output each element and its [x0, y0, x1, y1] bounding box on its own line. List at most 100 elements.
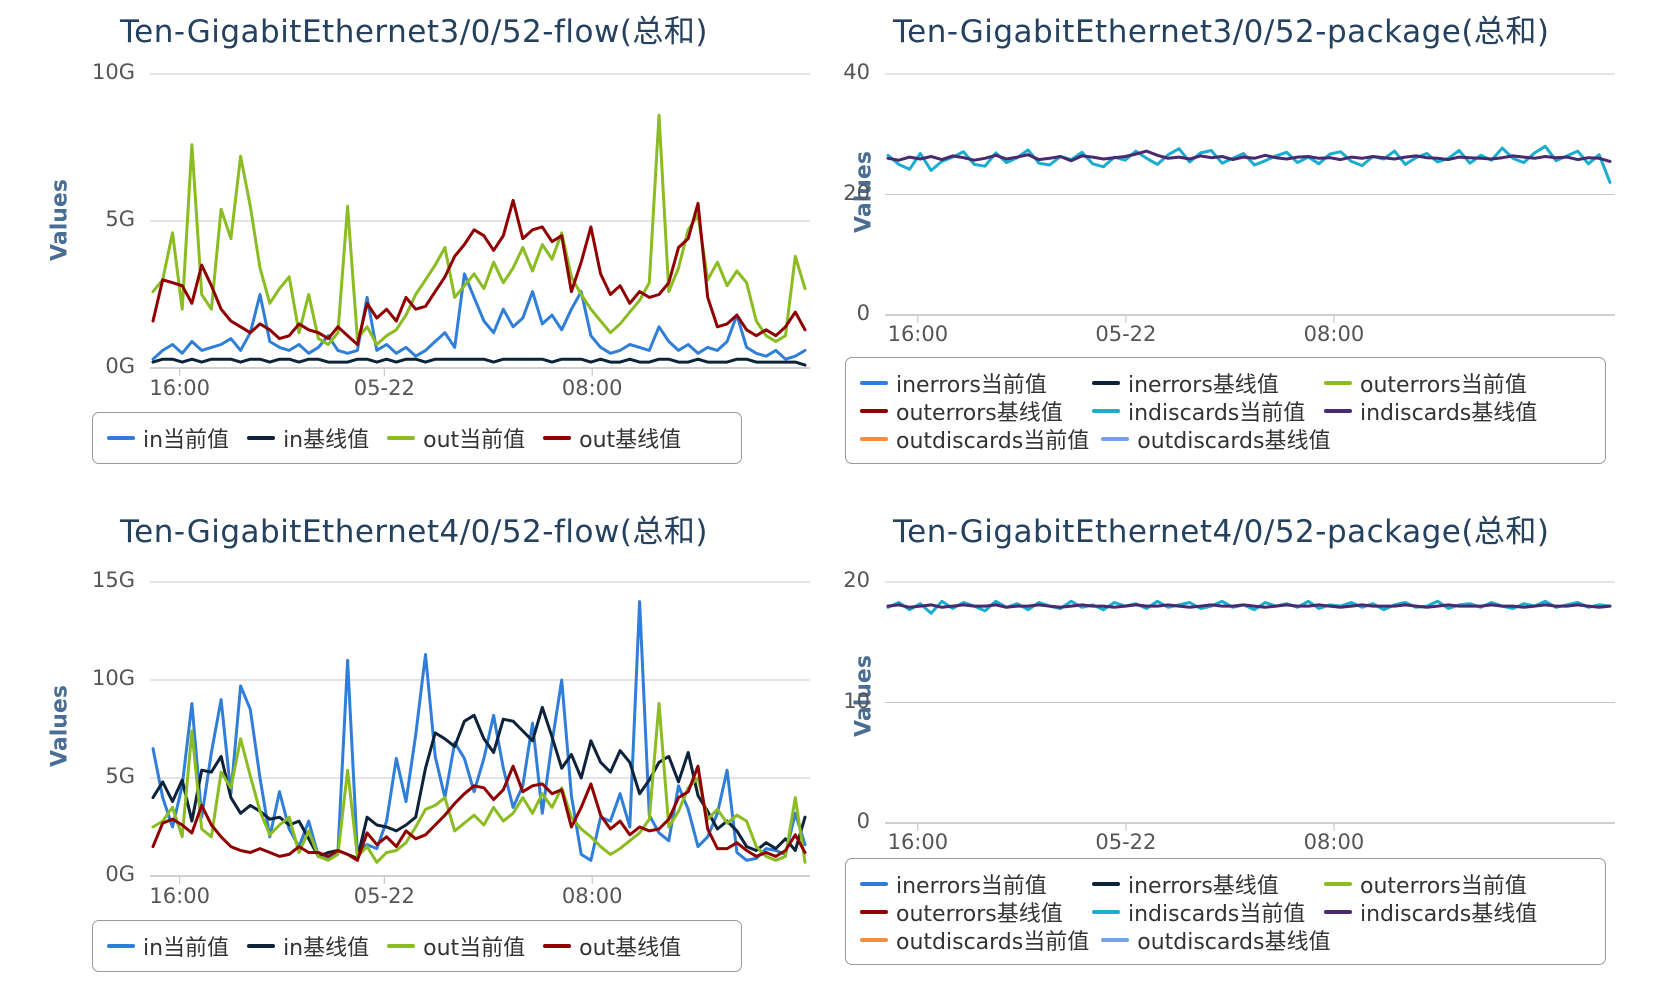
legend-item[interactable]: inerrors基线值 — [1092, 369, 1312, 398]
series-line[interactable] — [886, 144, 1612, 184]
legend-swatch — [860, 408, 888, 413]
x-tick-label: 05-22 — [353, 376, 415, 400]
legend-swatch — [387, 436, 416, 440]
legend-item[interactable]: in当前值 — [107, 424, 229, 453]
legend-swatch — [247, 944, 276, 948]
chart-panel-1: Ten-GigabitEthernet3/0/52-flow(总和) Value… — [0, 0, 810, 470]
y-tick-label: 20 — [843, 180, 870, 205]
x-tick-label: 16:00 — [149, 884, 210, 908]
series-line[interactable] — [151, 198, 807, 346]
legend-swatch — [1092, 881, 1120, 886]
legend-item[interactable]: indiscards当前值 — [1092, 898, 1312, 927]
legend-item[interactable]: indiscards当前值 — [1092, 397, 1312, 426]
legend-label: indiscards当前值 — [1128, 400, 1306, 426]
legend-label: outdiscards基线值 — [1137, 929, 1331, 955]
legend-label: outdiscards当前值 — [896, 929, 1090, 955]
legend-item[interactable]: in当前值 — [107, 932, 230, 961]
plot-area — [150, 73, 810, 376]
legend-label: indiscards当前值 — [1128, 901, 1306, 927]
x-tick-label: 08:00 — [1303, 322, 1365, 346]
x-tick-label: 08:00 — [561, 884, 623, 908]
legend-swatch — [1092, 909, 1120, 914]
legend-swatch — [1092, 408, 1120, 413]
legend-item[interactable]: indiscards基线值 — [1324, 397, 1544, 426]
legend-item[interactable]: in基线值 — [247, 932, 370, 961]
series-line[interactable] — [151, 113, 807, 346]
series-line[interactable] — [151, 702, 807, 864]
legend-swatch — [543, 436, 572, 440]
y-tick-label: 20 — [843, 568, 870, 592]
legend-swatch — [860, 909, 888, 914]
legend-swatch — [107, 436, 135, 440]
chart-title: Ten-GigabitEthernet3/0/52-package(总和) — [893, 14, 1550, 50]
x-tick-label: 05-22 — [1095, 830, 1157, 854]
legend-item[interactable]: outerrors基线值 — [860, 397, 1080, 426]
legend-label: indiscards基线值 — [1360, 400, 1538, 426]
legend-label: outerrors基线值 — [896, 901, 1063, 927]
legend-item[interactable]: outerrors当前值 — [1324, 870, 1544, 899]
x-tick-label: 05-22 — [353, 884, 415, 908]
y-tick-label: 10G — [92, 666, 135, 690]
legend-item[interactable]: outerrors基线值 — [860, 898, 1080, 927]
legend-item[interactable]: out基线值 — [543, 424, 681, 453]
legend-label: inerrors基线值 — [1128, 372, 1279, 398]
legend-label: outdiscards基线值 — [1137, 428, 1331, 454]
y-tick-label: 15G — [92, 568, 135, 592]
chart-title: Ten-GigabitEthernet4/0/52-flow(总和) — [120, 514, 709, 550]
series-line[interactable] — [151, 764, 807, 862]
legend-item[interactable]: outdiscards当前值 — [860, 926, 1090, 955]
legend-swatch — [1324, 380, 1352, 385]
series-line[interactable] — [151, 357, 807, 367]
legend-item[interactable]: inerrors当前值 — [860, 369, 1080, 398]
legend-swatch — [1092, 380, 1120, 385]
chart-panel-4: Ten-GigabitEthernet4/0/52-package(总和) Va… — [830, 500, 1662, 980]
legend-item[interactable]: inerrors基线值 — [1092, 870, 1312, 899]
legend-item[interactable]: outdiscards当前值 — [860, 425, 1090, 454]
legend-item[interactable]: out基线值 — [543, 932, 681, 961]
y-tick-label: 5G — [105, 764, 135, 788]
legend-item[interactable]: out当前值 — [387, 932, 525, 961]
y-tick-label: 0 — [856, 809, 870, 833]
legend-label: inerrors基线值 — [1128, 873, 1279, 899]
legend-label: outdiscards当前值 — [896, 428, 1090, 454]
chart-title: Ten-GigabitEthernet3/0/52-flow(总和) — [120, 14, 709, 50]
series-line[interactable] — [886, 603, 1612, 609]
legend-label: outerrors当前值 — [1360, 873, 1527, 899]
legend-swatch — [860, 436, 888, 441]
legend: inerrors当前值 inerrors基线值 outerrors当前值 outerr… — [845, 858, 1606, 965]
legend: in当前值 in基线值 out当前值 out基线值 — [92, 920, 742, 972]
legend-item[interactable]: outdiscards基线值 — [1101, 425, 1331, 454]
legend-item[interactable]: outerrors当前值 — [1324, 369, 1544, 398]
legend-swatch — [387, 944, 416, 948]
y-tick-label: 0G — [105, 354, 135, 378]
y-tick-label: 40 — [843, 60, 870, 84]
chart-panel-2: Ten-GigabitEthernet3/0/52-package(总和) Va… — [830, 0, 1662, 470]
y-axis-label: Values — [47, 685, 73, 767]
legend-label: indiscards基线值 — [1360, 901, 1538, 927]
series-line[interactable] — [886, 149, 1612, 163]
y-tick-label: 10G — [92, 60, 135, 84]
legend-item[interactable]: in基线值 — [247, 424, 369, 453]
legend-item[interactable]: indiscards基线值 — [1324, 898, 1544, 927]
y-tick-label: 0 — [856, 301, 870, 325]
plot-area — [150, 581, 810, 884]
legend-swatch — [543, 944, 572, 948]
legend: inerrors当前值 inerrors基线值 outerrors当前值 outerr… — [845, 357, 1606, 464]
legend-swatch — [1324, 881, 1352, 886]
legend-item[interactable]: out当前值 — [387, 424, 525, 453]
x-tick-label: 16:00 — [887, 322, 949, 346]
legend-swatch — [860, 881, 888, 886]
legend-swatch — [107, 944, 135, 948]
legend-label: outerrors基线值 — [896, 400, 1063, 426]
series-line[interactable] — [151, 272, 807, 361]
y-tick-label: 5G — [105, 207, 135, 231]
x-tick-label: 08:00 — [561, 376, 623, 400]
legend-item[interactable]: outdiscards基线值 — [1101, 926, 1331, 955]
series-line[interactable] — [151, 600, 807, 862]
legend-label: in当前值 — [143, 936, 230, 961]
legend-label: outerrors当前值 — [1360, 372, 1527, 398]
y-axis-label: Values — [47, 179, 73, 261]
legend-item[interactable]: inerrors当前值 — [860, 870, 1080, 899]
legend-swatch — [1101, 436, 1130, 441]
legend-label: in基线值 — [283, 936, 370, 961]
